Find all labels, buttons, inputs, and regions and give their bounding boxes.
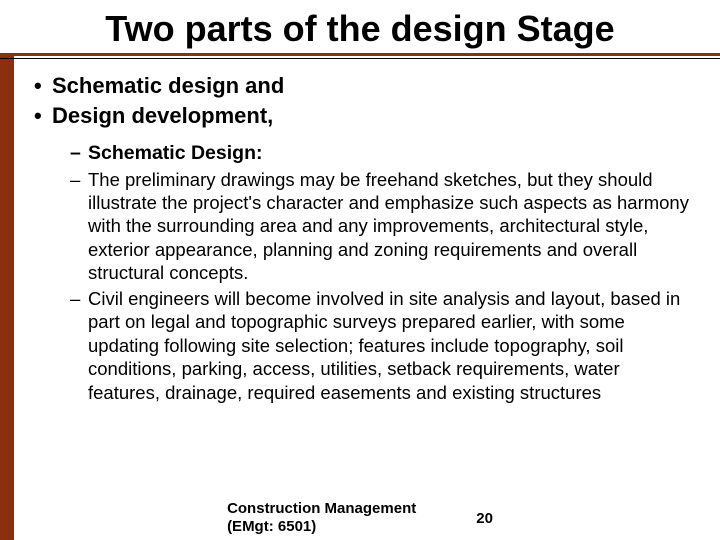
content-area: Schematic design and Design development,…: [22, 71, 698, 404]
left-accent-bar: [0, 54, 14, 540]
sub-bullet-list: Schematic Design: The preliminary drawin…: [34, 141, 696, 405]
footer-course: Construction Management (EMgt: 6501): [227, 500, 416, 536]
footer-course-line1: Construction Management: [227, 500, 416, 518]
slide-title: Two parts of the design Stage: [22, 8, 698, 49]
sub-bullet-heading: Schematic Design:: [70, 141, 696, 166]
sub-bullet-item: The preliminary drawings may be freehand…: [70, 168, 696, 285]
footer-page-number: 20: [476, 510, 493, 527]
title-underline: [0, 53, 720, 61]
rule-red: [0, 53, 720, 56]
bullet-item: Design development,: [34, 101, 696, 131]
sub-bullet-item: Civil engineers will become involved in …: [70, 287, 696, 404]
bullet-item: Schematic design and: [34, 71, 696, 101]
slide-container: Two parts of the design Stage Schematic …: [0, 0, 720, 540]
footer-course-line2: (EMgt: 6501): [227, 518, 416, 536]
slide-footer: Construction Management (EMgt: 6501) 20: [0, 500, 720, 536]
main-bullet-list: Schematic design and Design development,: [34, 71, 696, 130]
rule-black: [0, 58, 720, 59]
